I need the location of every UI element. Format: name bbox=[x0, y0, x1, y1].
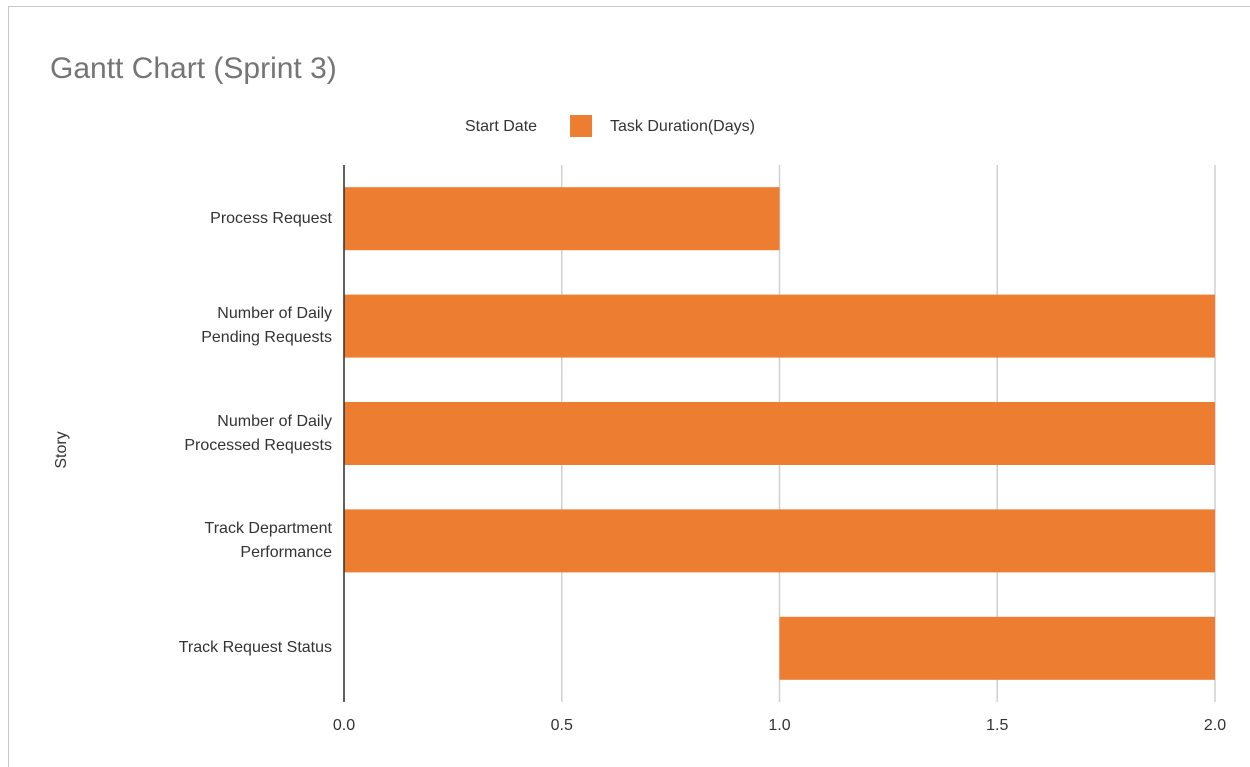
y-tick-label: Track Department Performance bbox=[204, 519, 332, 561]
legend-swatch bbox=[570, 115, 593, 137]
x-tick-label: 1.0 bbox=[768, 717, 790, 734]
bar bbox=[344, 402, 1215, 465]
bar bbox=[344, 294, 1215, 358]
y-tick-label: Process Request bbox=[210, 209, 332, 227]
y-axis-title: Story bbox=[53, 431, 70, 468]
legend-label: Start Date bbox=[465, 118, 537, 135]
x-tick-label: 1.5 bbox=[986, 717, 1008, 734]
y-tick-label: Number of Daily Pending Requests bbox=[201, 305, 332, 347]
x-tick-label: 0.0 bbox=[333, 717, 355, 734]
bar bbox=[344, 187, 780, 251]
bar bbox=[779, 616, 1215, 680]
y-tick-label: Number of Daily Processed Requests bbox=[184, 412, 332, 454]
legend-label: Task Duration(Days) bbox=[610, 118, 755, 135]
x-tick-label: 2.0 bbox=[1204, 717, 1226, 734]
y-tick-label: Track Request Status bbox=[178, 639, 332, 657]
chart-title: Gantt Chart (Sprint 3) bbox=[50, 52, 337, 85]
x-tick-label: 0.5 bbox=[551, 717, 573, 734]
bar bbox=[344, 509, 1215, 573]
